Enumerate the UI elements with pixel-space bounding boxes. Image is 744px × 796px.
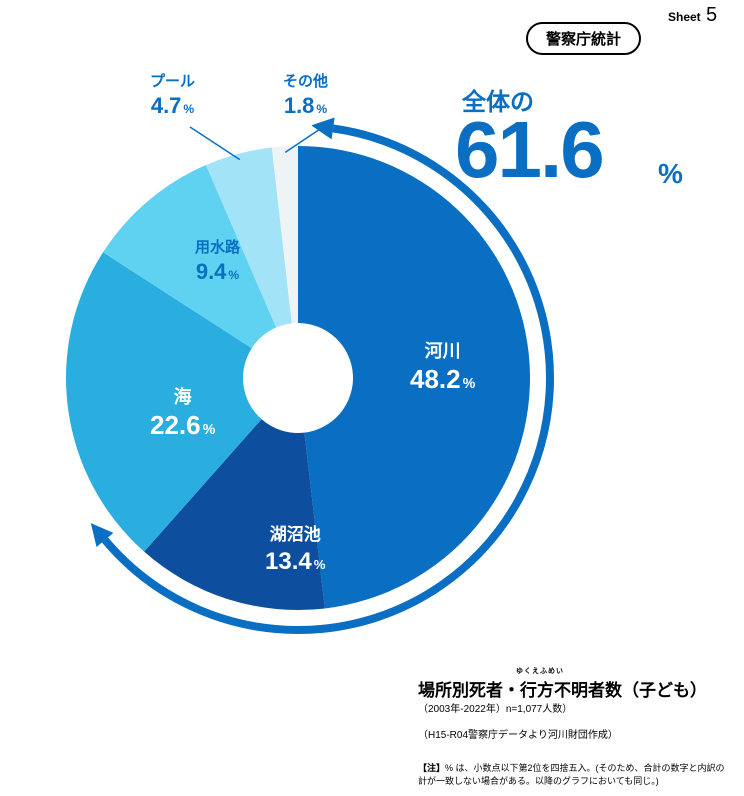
pct-sign: % <box>203 422 216 438</box>
slice-label-lake: 湖沼池13.4% <box>265 524 325 577</box>
pct-sign: % <box>316 102 327 116</box>
slice-name: 海 <box>150 386 215 409</box>
slice-label-river: 河川48.2% <box>410 340 475 397</box>
pct-sign: % <box>228 268 239 282</box>
footnote-text: % は、小数点以下第2位を四捨五入。(そのため、合計の数字と内訳の計が一致しない… <box>418 763 725 786</box>
slice-name: 用水路 <box>195 238 240 258</box>
slice-label-sea: 海22.6% <box>150 386 215 443</box>
slice-name: プール <box>150 72 195 92</box>
caption-period: （2003年-2022年）n=1,077人数） <box>418 700 572 715</box>
slice-name: 湖沼池 <box>265 524 325 546</box>
slice-name: その他 <box>283 72 328 92</box>
caption-source: （H15-R04警察庁データより河川財団作成） <box>418 726 618 741</box>
chart-title: 場所別死者・行方不明者数（子ども） <box>418 676 707 701</box>
footnote-tag: 【注】 <box>418 763 445 773</box>
slice-value: 9.4% <box>195 258 240 287</box>
pct-sign: % <box>183 102 194 116</box>
slice-value: 4.7% <box>150 92 195 121</box>
footnote: 【注】% は、小数点以下第2位を四捨五入。(そのため、合計の数字と内訳の計が一致… <box>418 762 728 787</box>
pct-sign: % <box>314 557 326 572</box>
emphasis-arrowhead <box>311 118 334 140</box>
slice-name: 河川 <box>410 340 475 363</box>
slice-value: 22.6% <box>150 409 215 443</box>
slice-label-pool: プール4.7% <box>150 72 195 120</box>
slice-value: 13.4% <box>265 546 325 577</box>
title-ruby: ゆくえふめい <box>516 666 564 676</box>
slice-value: 48.2% <box>410 363 475 397</box>
slice-label-other: その他1.8% <box>283 72 328 120</box>
slice-value: 1.8% <box>283 92 328 121</box>
leader-pool <box>190 127 240 160</box>
pct-sign: % <box>463 376 476 392</box>
slice-label-canal: 用水路9.4% <box>195 238 240 286</box>
